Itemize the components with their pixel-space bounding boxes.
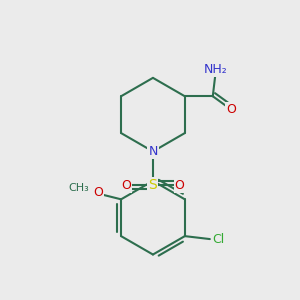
Text: O: O	[226, 103, 236, 116]
Text: O: O	[175, 179, 184, 192]
Text: S: S	[148, 178, 157, 192]
Text: O: O	[94, 186, 103, 199]
Text: N: N	[148, 145, 158, 158]
Text: O: O	[122, 179, 131, 192]
Text: Cl: Cl	[212, 232, 224, 246]
Text: NH₂: NH₂	[204, 63, 228, 76]
Text: CH₃: CH₃	[68, 183, 89, 193]
